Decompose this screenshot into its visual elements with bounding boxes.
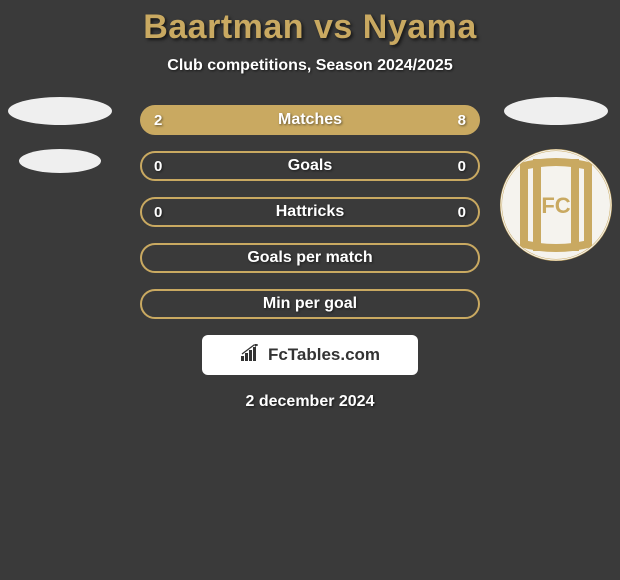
stat-label: Matches <box>278 111 342 129</box>
stat-label: Goals per match <box>247 249 372 267</box>
player-right-silhouette: FC <box>500 97 612 261</box>
stat-label: Goals <box>288 157 332 175</box>
stat-value-right: 0 <box>458 158 466 175</box>
date-label: 2 december 2024 <box>0 393 620 411</box>
stat-value-left: 0 <box>154 204 162 221</box>
stat-value-right: 0 <box>458 204 466 221</box>
chart-icon <box>240 344 262 367</box>
stat-row-goals-per-match: Goals per match <box>140 243 480 273</box>
club-badge: FC <box>500 149 612 261</box>
player-body-ellipse <box>19 149 101 173</box>
player-head-ellipse <box>504 97 608 125</box>
stat-rows: 2 Matches 8 0 Goals 0 0 Hattricks 0 Goal… <box>140 105 480 319</box>
source-logo-box[interactable]: FcTables.com <box>202 335 418 375</box>
player-left-silhouette <box>8 97 112 173</box>
stat-row-min-per-goal: Min per goal <box>140 289 480 319</box>
stat-row-goals: 0 Goals 0 <box>140 151 480 181</box>
stat-row-matches: 2 Matches 8 <box>140 105 480 135</box>
stats-area: FC 2 Matches 8 0 Goals 0 0 <box>0 105 620 411</box>
page-title: Baartman vs Nyama <box>0 8 620 47</box>
stat-label: Hattricks <box>276 203 344 221</box>
svg-text:FC: FC <box>541 193 570 218</box>
subtitle: Club competitions, Season 2024/2025 <box>0 57 620 75</box>
source-logo-text: FcTables.com <box>268 345 380 365</box>
stat-label: Min per goal <box>263 295 357 313</box>
stat-value-right: 8 <box>458 112 466 129</box>
player-head-ellipse <box>8 97 112 125</box>
stat-value-left: 2 <box>154 112 162 129</box>
comparison-container: Baartman vs Nyama Club competitions, Sea… <box>0 0 620 411</box>
stat-row-hattricks: 0 Hattricks 0 <box>140 197 480 227</box>
stat-value-left: 0 <box>154 158 162 175</box>
